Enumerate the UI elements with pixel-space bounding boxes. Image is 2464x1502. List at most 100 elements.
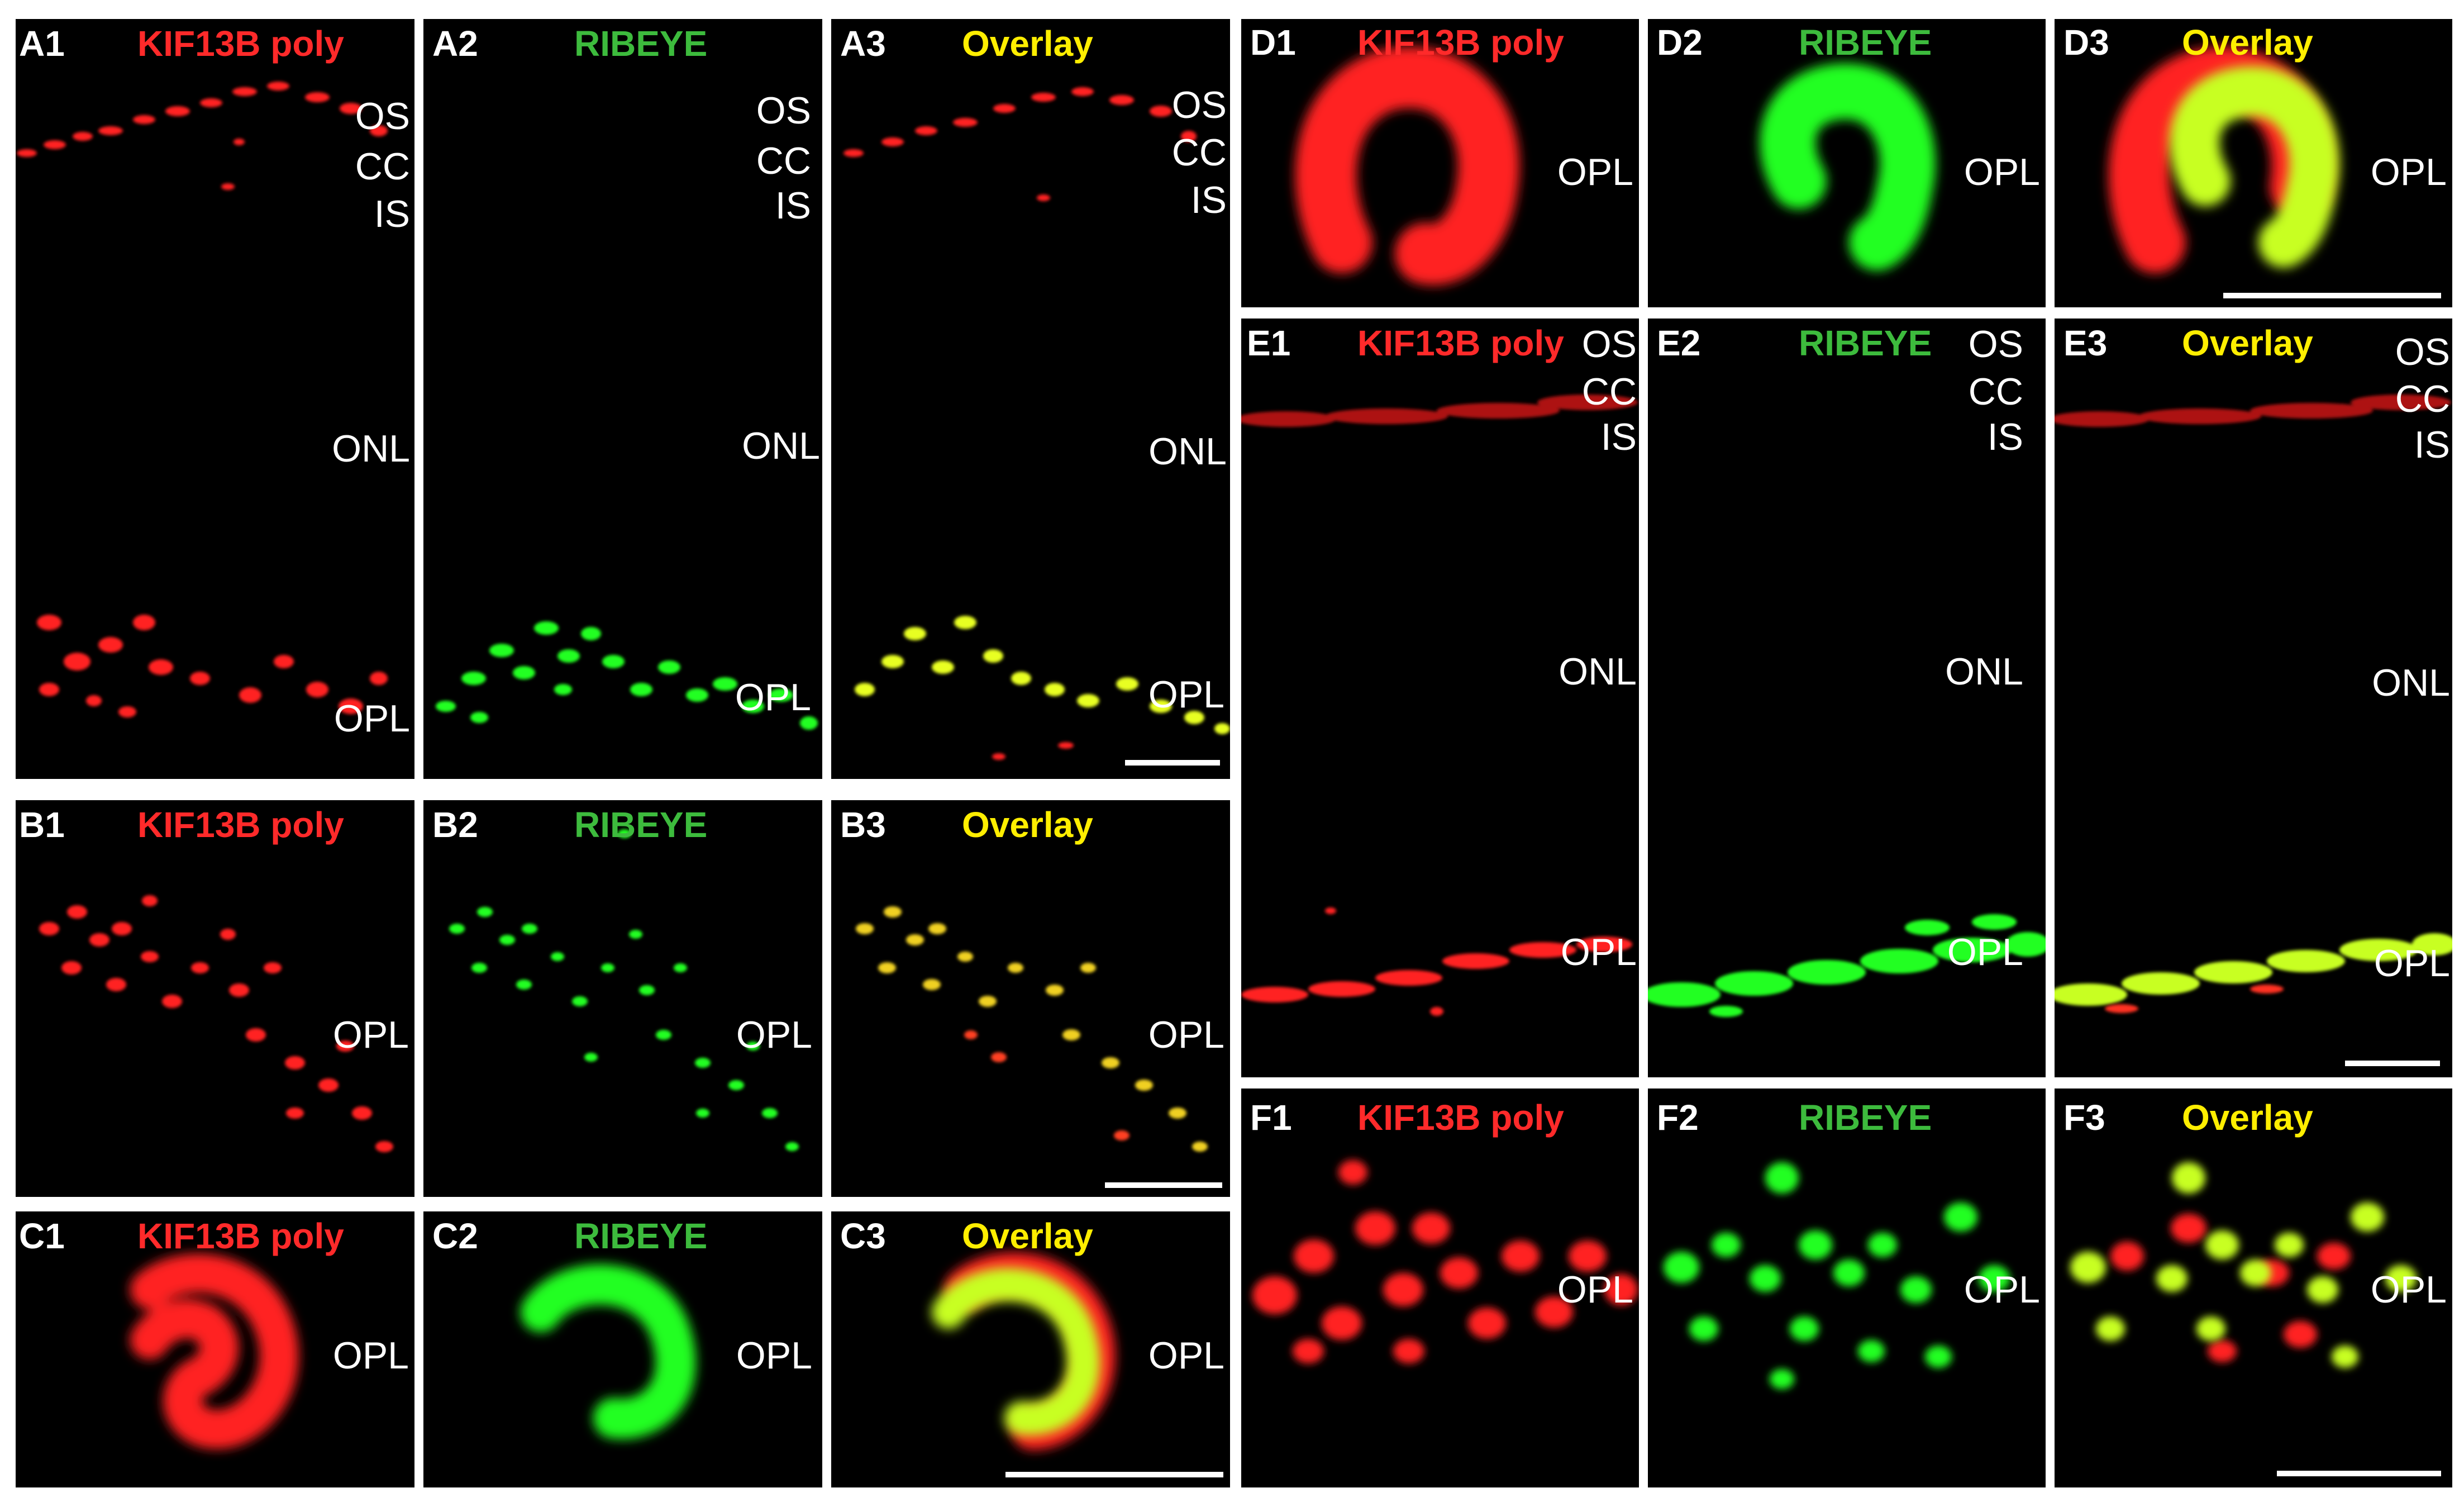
- layer-label-opl: OPL: [332, 1334, 409, 1377]
- layer-label-os: OS: [1581, 323, 1637, 365]
- panel-E1: E1 KIF13B poly OS CC IS ONL OPL: [1241, 319, 1639, 1077]
- layer-label-is: IS: [374, 193, 410, 235]
- layer-label-os: OS: [2395, 331, 2450, 373]
- micrograph-B3: [856, 906, 1208, 1152]
- channel-label: RIBEYE: [574, 1216, 708, 1256]
- panel-id: C1: [19, 1216, 65, 1256]
- channel-label: Overlay: [2182, 22, 2313, 63]
- panel-id: D3: [2063, 22, 2109, 63]
- panel-id: F2: [1657, 1097, 1699, 1138]
- panel-id: E2: [1657, 323, 1701, 363]
- panel-id: D2: [1657, 22, 1703, 63]
- panel-B1: B1 KIF13B poly OPL: [16, 800, 414, 1197]
- panel-id: A2: [432, 23, 478, 64]
- panel-id: C3: [840, 1216, 886, 1256]
- layer-label-opl: OPL: [1557, 151, 1633, 193]
- layer-label-cc: CC: [1581, 370, 1637, 413]
- layer-label-onl: ONL: [2372, 662, 2450, 704]
- layer-label-cc: CC: [2395, 378, 2450, 420]
- panel-B3: B3 Overlay OPL: [831, 800, 1230, 1197]
- micrograph-A1: [17, 82, 388, 717]
- layer-label-opl: OPL: [1947, 931, 2023, 973]
- scale-bar: [2345, 1061, 2440, 1066]
- channel-label: RIBEYE: [1799, 323, 1932, 363]
- micrograph-C1: [130, 1253, 299, 1449]
- micrograph-F1: [1252, 1160, 1638, 1363]
- panel-D1: D1 KIF13B poly OPL: [1241, 19, 1639, 307]
- layer-label-opl: OPL: [2370, 151, 2447, 193]
- layer-label-opl: OPL: [1560, 931, 1637, 973]
- micrograph-E1: [1241, 394, 1638, 1016]
- panel-D2: D2 RIBEYE OPL: [1648, 19, 2046, 307]
- micrograph-D2: [1760, 63, 1936, 270]
- panel-C2: C2 RIBEYE OPL: [423, 1211, 822, 1487]
- layer-label-is: IS: [2414, 424, 2450, 466]
- channel-label: KIF13B poly: [137, 1216, 344, 1256]
- layer-label-is: IS: [775, 184, 811, 227]
- layer-label-opl: OPL: [1148, 673, 1224, 716]
- micrograph-B2: [449, 829, 799, 1151]
- layer-label-opl: OPL: [333, 697, 410, 740]
- scale-bar: [1005, 1472, 1223, 1477]
- micrograph-D1: [1295, 46, 1520, 286]
- layer-label-onl: ONL: [1148, 430, 1227, 473]
- micrograph-A2: [436, 621, 818, 730]
- panel-B2: B2 RIBEYE OPL: [423, 800, 822, 1197]
- micrograph-F2: [1664, 1162, 2010, 1389]
- layer-label-opl: OPL: [735, 676, 811, 719]
- channel-label: KIF13B poly: [1357, 22, 1564, 63]
- panel-id: B2: [432, 805, 478, 845]
- channel-label: Overlay: [962, 1216, 1093, 1256]
- channel-label: Overlay: [2182, 323, 2313, 363]
- layer-label-onl: ONL: [742, 425, 820, 467]
- panel-A1: A1 KIF13B poly OS CC IS ONL OPL: [16, 19, 414, 779]
- micrograph-E3: [2055, 394, 2452, 1013]
- panel-id: B3: [840, 805, 886, 845]
- channel-label: Overlay: [962, 805, 1093, 845]
- channel-label: RIBEYE: [1799, 1097, 1932, 1138]
- scale-bar: [2277, 1471, 2441, 1476]
- channel-label: Overlay: [962, 23, 1093, 64]
- panel-A3: A3 Overlay OS CC IS ONL OPL: [831, 19, 1230, 779]
- layer-label-opl: OPL: [736, 1014, 812, 1056]
- micrograph-A3: [843, 87, 1230, 760]
- panel-id: B1: [19, 805, 65, 845]
- layer-label-opl: OPL: [1148, 1014, 1224, 1056]
- layer-label-opl: OPL: [1557, 1268, 1633, 1311]
- panel-id: F1: [1250, 1097, 1292, 1138]
- channel-label: RIBEYE: [574, 23, 708, 64]
- layer-label-is: IS: [1987, 416, 2023, 458]
- layer-label-opl: OPL: [1963, 151, 2040, 193]
- panel-E3: E3 Overlay OS CC IS ONL OPL: [2055, 319, 2452, 1077]
- panel-C1: C1 KIF13B poly OPL: [16, 1211, 414, 1487]
- micrograph-C2: [521, 1264, 696, 1439]
- channel-label: RIBEYE: [574, 805, 708, 845]
- panel-F3: F3 Overlay OPL: [2055, 1089, 2452, 1487]
- panel-id: D1: [1250, 22, 1296, 63]
- layer-label-os: OS: [1968, 323, 2023, 365]
- panel-id: A1: [19, 23, 65, 64]
- panel-id: F3: [2063, 1097, 2105, 1138]
- layer-label-os: OS: [355, 95, 410, 137]
- layer-label-onl: ONL: [1559, 650, 1637, 693]
- layer-label-opl: OPL: [2370, 1268, 2447, 1311]
- layer-label-cc: CC: [1171, 131, 1227, 174]
- micrograph-D3: [2108, 46, 2339, 273]
- channel-label: Overlay: [2182, 1097, 2313, 1138]
- layer-label-cc: CC: [1968, 370, 2023, 413]
- scale-bar: [2223, 293, 2441, 298]
- micrograph-E2: [1648, 914, 2046, 1017]
- panel-id: C2: [432, 1216, 478, 1256]
- layer-label-cc: CC: [756, 140, 811, 182]
- panel-A2: A2 RIBEYE OS CC IS ONL OPL: [423, 19, 822, 779]
- layer-label-cc: CC: [355, 145, 410, 188]
- layer-label-is: IS: [1600, 416, 1637, 458]
- layer-label-os: OS: [1171, 84, 1227, 126]
- layer-label-opl: OPL: [1963, 1268, 2040, 1311]
- layer-label-is: IS: [1190, 179, 1227, 221]
- panel-C3: C3 Overlay OPL: [831, 1211, 1230, 1487]
- micrograph-C3: [932, 1252, 1116, 1450]
- channel-label: KIF13B poly: [137, 805, 344, 845]
- channel-label: KIF13B poly: [137, 23, 344, 64]
